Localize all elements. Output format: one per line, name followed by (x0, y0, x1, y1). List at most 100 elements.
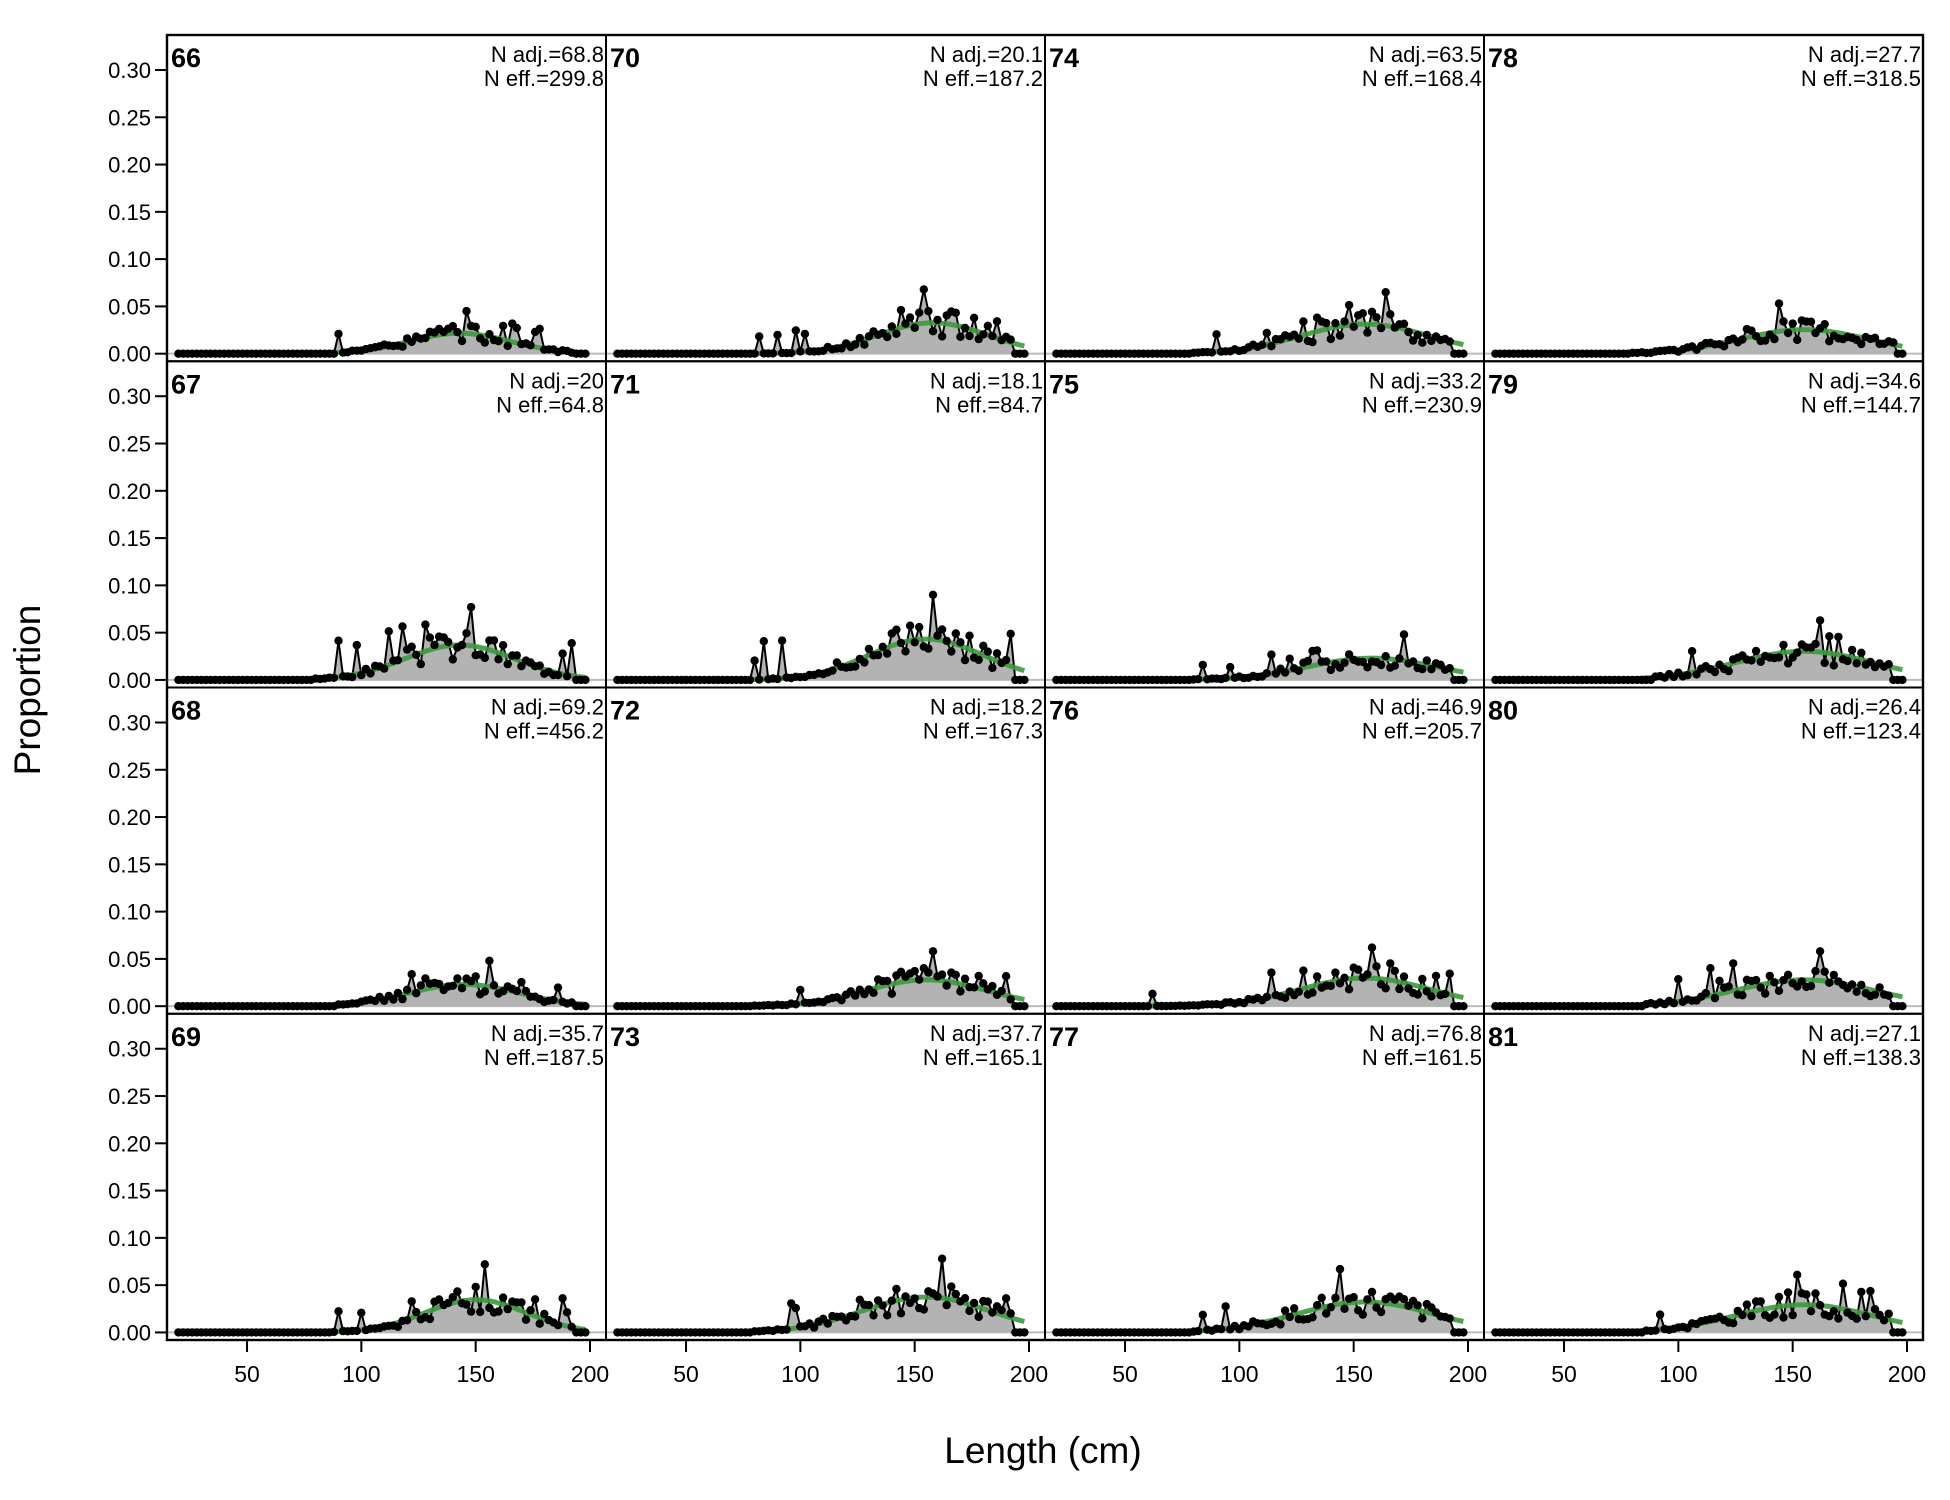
observed-point (947, 1282, 956, 1291)
observed-point (517, 662, 526, 671)
n-adj-label: N adj.=68.8 (491, 42, 604, 67)
x-tick-label: 200 (571, 1361, 609, 1387)
observed-point (974, 655, 983, 665)
n-adj-label: N adj.=34.6 (1808, 368, 1921, 393)
observed-point (1216, 1324, 1226, 1334)
panel-year-label: 68 (171, 696, 201, 726)
observed-point (1381, 984, 1390, 993)
observed-point (800, 329, 810, 339)
observed-point (1756, 1297, 1765, 1306)
observed-point (1459, 1328, 1468, 1337)
x-tick-label: 200 (1888, 1361, 1926, 1387)
observed-point (883, 976, 892, 986)
observed-point (997, 986, 1006, 996)
observed-point (1779, 1313, 1788, 1322)
observed-point (1020, 1002, 1029, 1011)
n-adj-label: N adj.=35.7 (491, 1021, 604, 1046)
observed-point (750, 656, 759, 665)
observed-point (864, 644, 874, 654)
observed-area (1056, 634, 1464, 680)
observed-point (1793, 648, 1802, 657)
n-adj-label: N adj.=69.2 (491, 695, 604, 720)
observed-point (883, 1311, 892, 1320)
panel-77: 77 N adj.=76.8N eff.=161.5 (1044, 1012, 1485, 1341)
observed-point (887, 989, 896, 998)
observed-point (1322, 1309, 1331, 1318)
observed-point (567, 639, 576, 648)
y-tick-label: 0.30 (108, 1037, 151, 1062)
observed-point (965, 1306, 974, 1316)
observed-point (498, 1293, 508, 1302)
observed-point (1793, 1270, 1802, 1280)
observed-point (1806, 317, 1816, 326)
observed-point (457, 640, 467, 650)
observed-point (1294, 334, 1304, 343)
n-adj-label: N adj.=76.8 (1369, 1021, 1482, 1046)
panel-year-label: 72 (610, 696, 640, 726)
observed-point (1847, 645, 1857, 655)
observed-point (1363, 970, 1372, 979)
n-eff-label: N eff.=187.2 (923, 66, 1043, 91)
y-tick-label: 0.10 (108, 1226, 151, 1251)
observed-point (750, 349, 759, 358)
observed-point (1267, 342, 1276, 351)
observed-point (553, 1321, 563, 1330)
y-tick-label: 0.25 (108, 758, 151, 783)
panel-70: 70 N adj.=20.1N eff.=187.2 (605, 34, 1046, 363)
observed-point (1226, 662, 1235, 672)
observed-point (1706, 964, 1715, 973)
observed-point (466, 1307, 476, 1316)
observed-point (1774, 986, 1784, 995)
observed-point (1738, 1310, 1747, 1320)
x-tick-label: 150 (1773, 1361, 1811, 1387)
observed-point (1710, 993, 1720, 1003)
observed-point (485, 956, 494, 965)
observed-point (901, 647, 910, 656)
n-adj-label: N adj.=18.2 (930, 695, 1043, 720)
observed-point (1408, 336, 1418, 345)
observed-point (1349, 1293, 1358, 1302)
x-tick-label: 150 (895, 1361, 933, 1387)
observed-point (1267, 650, 1276, 659)
observed-point (1692, 670, 1701, 679)
observed-point (1719, 342, 1729, 351)
observed-point (937, 970, 947, 979)
observed-point (1258, 340, 1267, 349)
observed-point (1331, 319, 1340, 328)
n-eff-label: N eff.=187.5 (484, 1045, 604, 1070)
observed-point (453, 327, 462, 337)
observed-point (1729, 959, 1738, 968)
observed-point (969, 313, 979, 322)
n-eff-label: N eff.=168.4 (1362, 66, 1482, 91)
observed-point (878, 642, 887, 651)
observed-point (448, 981, 457, 990)
n-eff-label: N eff.=144.7 (1801, 392, 1921, 417)
observed-point (1834, 632, 1843, 642)
observed-point (1280, 1306, 1290, 1315)
observed-point (444, 637, 453, 647)
observed-point (1363, 1295, 1372, 1304)
observed-point (1280, 668, 1290, 677)
observed-point (334, 1307, 343, 1316)
observed-point (530, 1295, 540, 1304)
n-eff-label: N eff.=230.9 (1362, 392, 1482, 417)
observed-point (1825, 978, 1834, 987)
observed-point (1221, 673, 1230, 683)
observed-point (905, 313, 915, 322)
observed-point (960, 974, 970, 983)
observed-point (512, 323, 521, 333)
observed-point (535, 661, 544, 670)
observed-point (892, 625, 901, 634)
observed-point (969, 1298, 979, 1308)
observed-point (1870, 1305, 1880, 1314)
observed-point (352, 640, 361, 650)
observed-point (896, 1309, 906, 1318)
observed-point (412, 1307, 421, 1317)
observed-point (1889, 338, 1898, 347)
x-tick-label: 100 (781, 1361, 819, 1387)
observed-point (1774, 1292, 1784, 1302)
observed-point (1308, 1313, 1317, 1322)
n-adj-label: N adj.=20 (509, 368, 604, 393)
observed-point (466, 602, 476, 612)
observed-point (1669, 999, 1679, 1008)
